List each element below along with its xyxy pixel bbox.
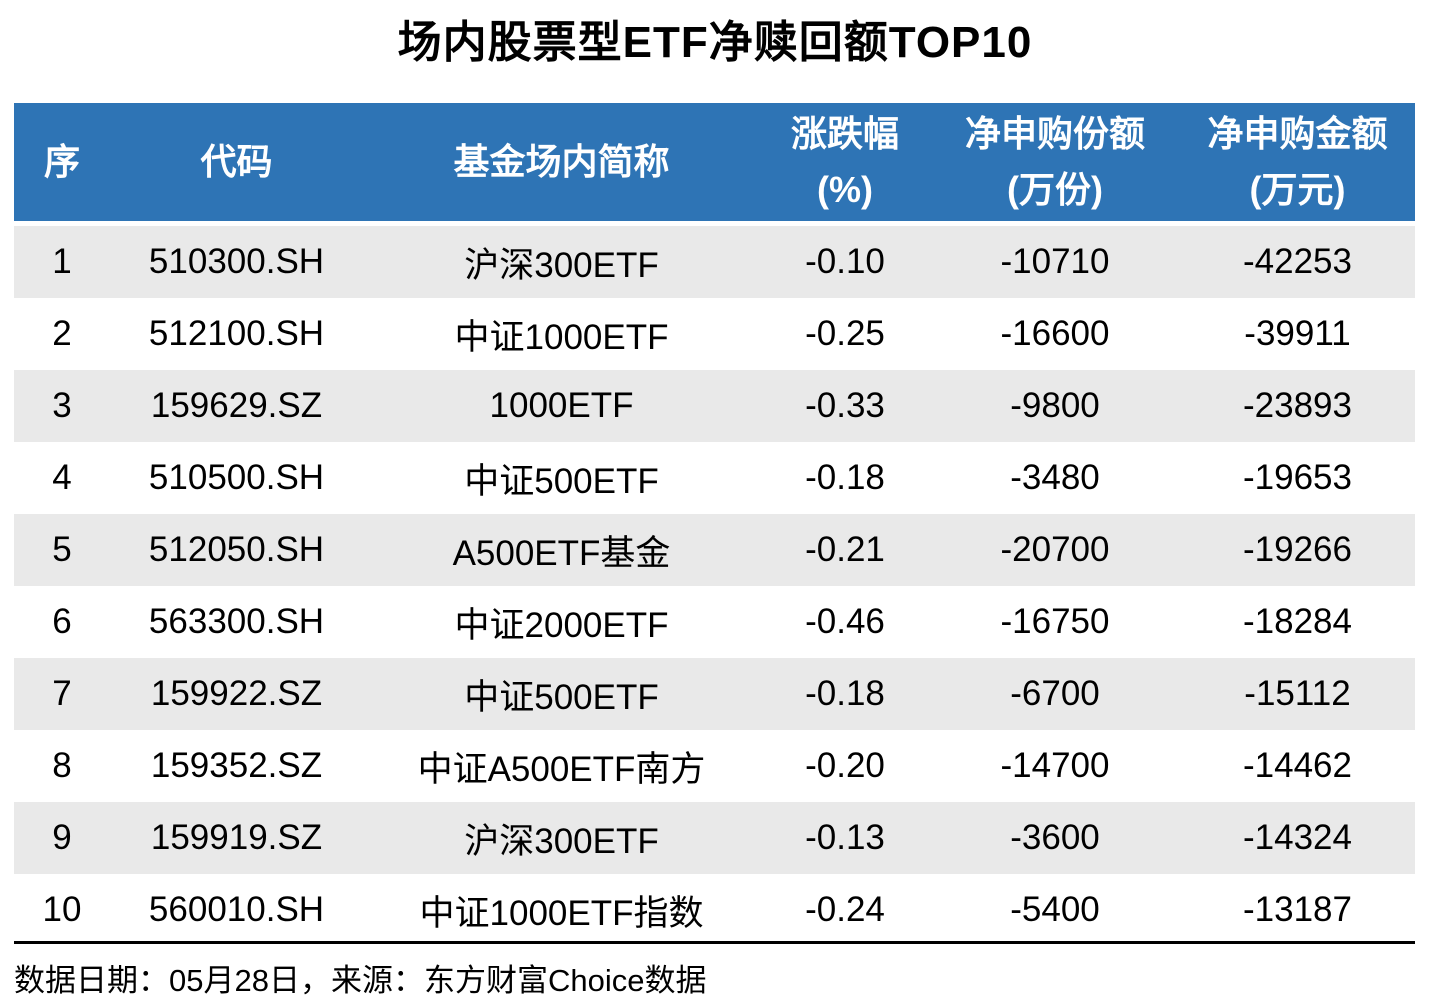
table-cell: -0.25 bbox=[805, 314, 885, 353]
table-cell: 2 bbox=[52, 314, 72, 353]
column-header-unit: (万元) bbox=[1249, 169, 1346, 210]
table-cell: -20700 bbox=[1000, 530, 1110, 569]
column-header-label: 涨跌幅 bbox=[790, 113, 899, 154]
table-cell: 沪深300ETF bbox=[464, 821, 659, 861]
table-cell: -3600 bbox=[1010, 818, 1100, 857]
table-cell: -39911 bbox=[1244, 314, 1351, 353]
table-row: 9 159919.SZ 沪深300ETF -0.13 -3600 -14324 bbox=[14, 802, 1415, 874]
table-cell: -14462 bbox=[1243, 746, 1352, 785]
column-header-label: 代码 bbox=[200, 141, 273, 182]
table-cell: -5400 bbox=[1010, 890, 1100, 929]
table-cell: 8 bbox=[52, 746, 72, 785]
table-cell: -0.33 bbox=[805, 386, 885, 425]
table-cell: -0.24 bbox=[805, 890, 885, 929]
table-cell: -0.18 bbox=[805, 674, 885, 713]
column-header-6: 净申购金额 (万元) bbox=[1180, 103, 1415, 226]
table-cell: 7 bbox=[52, 674, 72, 713]
column-header-4: 涨跌幅 (%) bbox=[760, 103, 930, 226]
table-header: 序 代码 基金场内简称 涨跌幅 (%) 净申购份额 (万份) 净申购金额 (万元) bbox=[14, 103, 1415, 226]
page-title: 场内股票型ETF净赎回额TOP10 bbox=[397, 18, 1033, 67]
table-cell: -0.46 bbox=[805, 602, 885, 641]
table-row: 4 510500.SH 中证500ETF -0.18 -3480 -19653 bbox=[14, 442, 1415, 514]
table-cell: -0.21 bbox=[805, 530, 885, 569]
table-cell: 中证1000ETF指数 bbox=[419, 893, 704, 933]
column-header-label: 净申购份额 bbox=[964, 113, 1145, 154]
data-source-note: 数据日期：05月28日，来源：东方财富Choice数据 bbox=[14, 941, 1415, 1000]
table-cell: 563300.SH bbox=[148, 602, 325, 641]
table-cell: 中证A500ETF南方 bbox=[417, 749, 706, 789]
table-cell: -23893 bbox=[1243, 386, 1352, 425]
table-cell: -16600 bbox=[1000, 314, 1110, 353]
table-cell: 5 bbox=[52, 530, 72, 569]
table-cell: 512050.SH bbox=[148, 530, 325, 569]
table-cell: 512100.SH bbox=[148, 314, 325, 353]
table-cell: 1 bbox=[52, 242, 72, 281]
column-header-unit: (万份) bbox=[1007, 169, 1103, 210]
table-cell: -15112 bbox=[1244, 674, 1351, 713]
table-cell: 中证2000ETF bbox=[454, 605, 669, 645]
table-row: 3 159629.SZ 1000ETF -0.33 -9800 -23893 bbox=[14, 370, 1415, 442]
table-cell: -42253 bbox=[1243, 242, 1352, 281]
table-cell: -18284 bbox=[1243, 602, 1352, 641]
table-cell: 9 bbox=[52, 818, 72, 857]
table-cell: 159922.SZ bbox=[150, 674, 323, 713]
table-row: 8 159352.SZ 中证A500ETF南方 -0.20 -14700 -14462 bbox=[14, 730, 1415, 802]
etf-redemption-table: 序 代码 基金场内简称 涨跌幅 (%) 净申购份额 (万份) 净申购金额 (万元) 1 51030… bbox=[14, 103, 1415, 946]
table-cell: 3 bbox=[52, 386, 72, 425]
table-cell: -16750 bbox=[1000, 602, 1110, 641]
column-header-label: 序 bbox=[43, 141, 80, 182]
table-cell: 159629.SZ bbox=[150, 386, 323, 425]
table-cell: -19266 bbox=[1243, 530, 1352, 569]
table-cell: -0.13 bbox=[805, 818, 885, 857]
table-cell: -13187 bbox=[1243, 890, 1352, 929]
table-cell: -9800 bbox=[1010, 386, 1100, 425]
column-header-2: 代码 bbox=[110, 103, 363, 226]
column-header-label: 净申购金额 bbox=[1207, 113, 1388, 154]
table-cell: 中证500ETF bbox=[464, 677, 659, 717]
table-cell: A500ETF基金 bbox=[452, 533, 671, 573]
table-cell: 10 bbox=[42, 890, 82, 929]
table-cell: 159352.SZ bbox=[150, 746, 323, 785]
table-row: 7 159922.SZ 中证500ETF -0.18 -6700 -15112 bbox=[14, 658, 1415, 730]
table-cell: 1000ETF bbox=[489, 386, 634, 425]
table-cell: 中证500ETF bbox=[464, 461, 659, 501]
table-cell: -0.10 bbox=[805, 242, 885, 281]
table-row: 1 510300.SH 沪深300ETF -0.10 -10710 -42253 bbox=[14, 223, 1415, 298]
table-cell: 510500.SH bbox=[148, 458, 325, 497]
table-row: 2 512100.SH 中证1000ETF -0.25 -16600 -39911 bbox=[14, 298, 1415, 370]
column-header-unit: (%) bbox=[817, 169, 873, 210]
table-cell: -0.18 bbox=[805, 458, 885, 497]
table-cell: -10710 bbox=[1000, 242, 1110, 281]
table-cell: 560010.SH bbox=[148, 890, 325, 929]
column-header-3: 基金场内简称 bbox=[363, 103, 760, 226]
table-row: 5 512050.SH A500ETF基金 -0.21 -20700 -19266 bbox=[14, 514, 1415, 586]
table-cell: -0.20 bbox=[805, 746, 885, 785]
table-cell: -14324 bbox=[1243, 818, 1352, 857]
table-cell: -14700 bbox=[1000, 746, 1110, 785]
column-header-label: 基金场内简称 bbox=[453, 141, 670, 182]
table-row: 6 563300.SH 中证2000ETF -0.46 -16750 -18284 bbox=[14, 586, 1415, 658]
table-cell: 中证1000ETF bbox=[454, 317, 669, 357]
table-cell: 6 bbox=[52, 602, 72, 641]
table-cell: -3480 bbox=[1010, 458, 1100, 497]
table-cell: -19653 bbox=[1243, 458, 1352, 497]
table-cell: 510300.SH bbox=[148, 242, 325, 281]
table-body: 1 510300.SH 沪深300ETF -0.10 -10710 -42253 2 5121… bbox=[14, 223, 1415, 946]
table-cell: 159919.SZ bbox=[150, 818, 323, 857]
table-cell: -6700 bbox=[1010, 674, 1100, 713]
table-row: 10 560010.SH 中证1000ETF指数 -0.24 -5400 -13187 bbox=[14, 874, 1415, 946]
table-header-row: 序 代码 基金场内简称 涨跌幅 (%) 净申购份额 (万份) 净申购金额 (万元) bbox=[14, 103, 1415, 226]
table-cell: 4 bbox=[52, 458, 72, 497]
column-header-1: 序 bbox=[14, 103, 110, 226]
table-cell: 沪深300ETF bbox=[464, 245, 659, 285]
column-header-5: 净申购份额 (万份) bbox=[930, 103, 1180, 226]
